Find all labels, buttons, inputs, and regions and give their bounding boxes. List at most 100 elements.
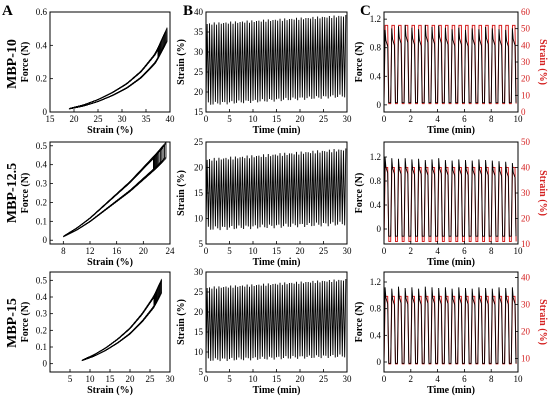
chart-a3-loop-3 [85, 292, 157, 360]
chart-a2-loop-15 [63, 153, 157, 238]
chart-a1-loop-28 [76, 33, 166, 108]
chart-a3-loop-44 [85, 293, 156, 360]
panel-letter-c: C [360, 3, 371, 19]
chart-a2-loop-54 [72, 149, 161, 233]
chart-a2-ylabel: Force (N) [20, 173, 31, 214]
chart-b2-xtick-label: 30 [343, 246, 353, 256]
chart-a3-loop-33 [84, 287, 159, 360]
chart-c2-ytick-right-label: 40 [521, 163, 531, 173]
chart-a2-loop-24 [72, 156, 154, 233]
chart-a3-loop-36 [87, 295, 155, 360]
chart-a2-loop-27 [69, 153, 156, 234]
chart-a1-loop-38 [72, 40, 162, 109]
chart-c1-ylabel-right: Strain (%) [537, 39, 548, 85]
chart-a3-xtick-label: 10 [86, 374, 96, 384]
chart-a1-loop-42 [74, 34, 165, 109]
chart-b1-ytick-label: 20 [194, 87, 204, 97]
chart-b1-xtick-label: 25 [319, 114, 329, 124]
chart-b3-xtick-label: 30 [343, 374, 353, 384]
chart-a1-loop-30 [69, 32, 166, 110]
chart-c2-ytick-right-label: 50 [521, 137, 531, 147]
chart-a1-loop-51 [75, 47, 159, 109]
chart-a2-xtick-label: 8 [61, 246, 66, 256]
chart-a3-loop-31 [86, 292, 156, 360]
chart-a1-loop-41 [69, 47, 159, 110]
chart-a1-xtick-label: 40 [166, 114, 176, 124]
chart-a3-ytick-label: 0.3 [36, 309, 48, 319]
chart-b3-ytick-label: 5 [199, 367, 204, 377]
chart-a1-loop-33 [72, 37, 164, 109]
chart-b2-xtick-label: 15 [272, 246, 282, 256]
chart-c2-xtick-label: 4 [435, 246, 440, 256]
chart-a3-loop-17 [87, 295, 155, 359]
chart-a3-loop-38 [84, 289, 158, 360]
chart-a3-loop-25 [86, 287, 159, 360]
chart-a2-xtick-label: 12 [86, 246, 95, 256]
chart-b2-xtick-label: 5 [227, 246, 232, 256]
panel-letter-b: B [183, 3, 193, 19]
chart-a2-loop-8 [67, 149, 160, 236]
chart-a3-loop-18 [84, 282, 162, 360]
chart-a2-loop-30 [64, 144, 164, 237]
chart-b3-xtick-label: 20 [296, 374, 306, 384]
chart-b3-ytick-label: 25 [194, 287, 204, 297]
chart-a2-ytick-label: 0.1 [36, 216, 47, 226]
chart-a2-ytick-label: 0.5 [36, 141, 48, 151]
chart-a1-loop-52 [70, 27, 168, 110]
chart-a2-loop-0 [63, 156, 154, 238]
chart-a2-xtick-label: 16 [112, 246, 122, 256]
chart-c2-ytick-right-label: 30 [521, 188, 531, 198]
chart-a1-loop-26 [69, 42, 161, 110]
chart-a1-xtick-label: 20 [70, 114, 80, 124]
chart-c1-xtick-label: 8 [489, 114, 494, 124]
chart-a1-loop-55 [74, 43, 161, 109]
chart-a2-loop-34 [66, 155, 154, 236]
chart-a3-loop-45 [82, 284, 160, 361]
chart-a3-loop-16 [86, 284, 160, 360]
chart-a2-loop-28 [73, 146, 164, 233]
chart-c2-ylabel-right: Strain (%) [537, 170, 548, 216]
chart-a2-ytick-label: 0.3 [36, 179, 48, 189]
chart-a2-loop-11 [64, 144, 165, 237]
chart-b1-line-strain [205, 15, 347, 105]
chart-a2-loop-13 [73, 147, 163, 233]
chart-a1-loop-43 [76, 44, 161, 108]
chart-a1-loop-17 [75, 48, 159, 108]
chart-a3-xtick-label: 15 [106, 374, 116, 384]
chart-a3-loop-0 [81, 295, 155, 362]
chart-a2-loop-5 [71, 155, 154, 233]
chart-a2-loop-22 [66, 156, 155, 236]
chart-a1-loop-6 [75, 28, 168, 108]
chart-a3-frame [49, 271, 171, 373]
chart-a3-loop-35 [87, 279, 162, 360]
chart-c2-xtick-label: 0 [382, 246, 387, 256]
chart-a3-loop-1 [86, 282, 161, 360]
chart-c3-ytick-right-label: 30 [521, 299, 531, 309]
chart-c3-ytick-label: 1.2 [370, 277, 381, 287]
chart-a3-loop-14 [85, 293, 156, 360]
chart-a3-loop-11 [82, 281, 162, 361]
chart-c2-xtick-label: 6 [462, 246, 467, 256]
chart-a1-loop-13 [76, 35, 165, 108]
chart-a3-loop-56 [81, 292, 156, 362]
chart-b1-xlabel: Time (min) [253, 125, 301, 136]
chart-a3-loop-34 [83, 294, 155, 361]
chart-c2-xtick-label: 2 [409, 246, 414, 256]
chart-a2-loop-7 [66, 156, 155, 236]
chart-b1-ytick-label: 40 [194, 7, 204, 17]
chart-b3-xlabel: Time (min) [253, 385, 301, 396]
chart-b2-line-strain [205, 148, 347, 231]
chart-a3-loop-52 [83, 279, 162, 361]
chart-b2-xtick-label: 20 [296, 246, 306, 256]
chart-c3-xlabel: Time (min) [427, 385, 475, 396]
chart-a1-loop-49 [71, 39, 162, 109]
chart-b1-group: 0 5 10 15 20 25 30 15 20 25 30 35 40 Time (min) Strain… [176, 7, 352, 136]
chart-c3-xtick-label: 2 [409, 374, 414, 384]
chart-a1-loop-50 [75, 39, 163, 108]
chart-c1-ytick-right-label: 60 [521, 7, 531, 17]
chart-c1-ytick-label: 0.4 [370, 71, 382, 81]
chart-a2-xtick-label: 20 [139, 246, 149, 256]
chart-c3-ylabel: Force (N) [354, 302, 365, 343]
chart-b1-xtick-label: 20 [296, 114, 306, 124]
